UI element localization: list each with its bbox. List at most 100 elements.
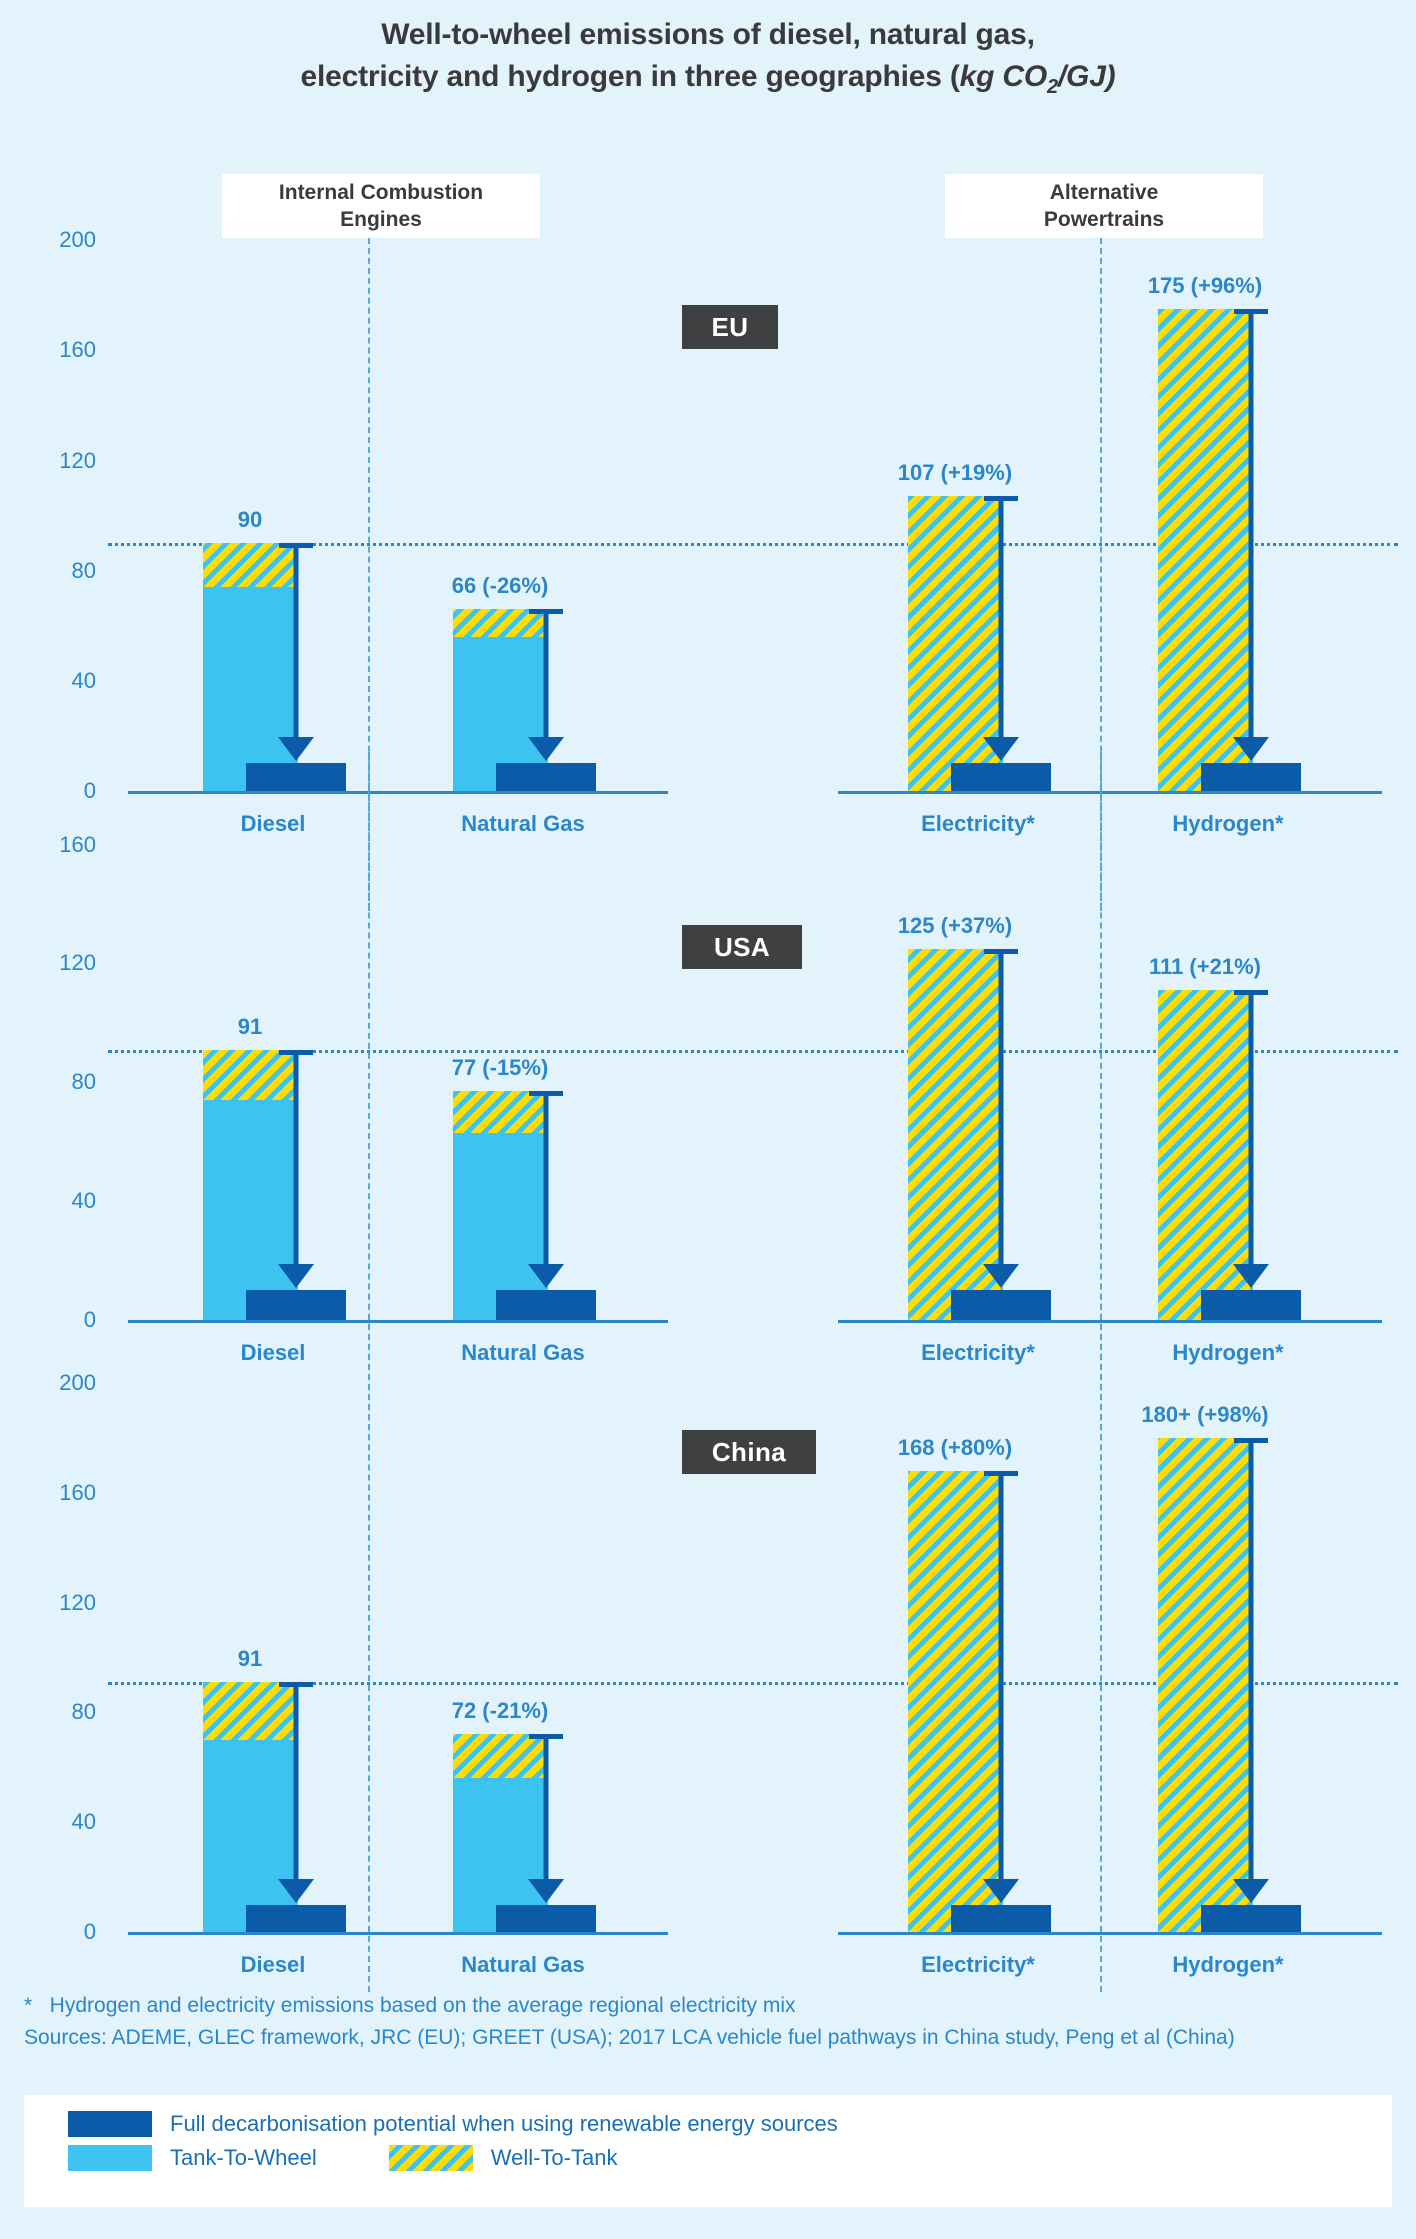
decarbonisation-bar-eu-electricity- (951, 763, 1051, 791)
region-badge-usa: USA (682, 925, 802, 969)
bar-china-electricity- (907, 1470, 1003, 1932)
value-label-eu-electricity-: 107 (+19%) (897, 460, 1013, 486)
decarbonisation-arrow-china-hydrogen- (1226, 1438, 1276, 1903)
alt-header-line-2: Powertrains (1043, 208, 1165, 231)
unit-suffix: /GJ) (1057, 60, 1116, 93)
y-axis-tick-china-40: 40 (71, 1809, 96, 1835)
legend-row-fuel-split: Tank-To-Wheel Well-To-Tank (68, 2145, 1392, 2171)
divider-line-usa-1 (1100, 752, 1102, 1440)
decarbonisation-arrow-usa-natural-gas (521, 1091, 571, 1289)
arrow-head-icon (983, 1878, 1019, 1903)
legend-label-decarbonisation: Full decarbonisation potential when usin… (170, 2111, 838, 2136)
value-label-usa-electricity-: 125 (+37%) (897, 912, 1013, 938)
value-label-eu-natural-gas: 66 (-26%) (451, 573, 549, 599)
arrow-head-icon (528, 1264, 564, 1289)
arrow-shaft-icon (998, 496, 1004, 738)
arrow-shaft-icon (998, 1470, 1004, 1879)
arrow-shaft-icon (1248, 990, 1254, 1265)
decarbonisation-arrow-china-diesel (271, 1682, 321, 1903)
arrow-shaft-icon (1248, 309, 1254, 738)
arrow-head-icon (278, 1878, 314, 1903)
divider-line-eu-1 (1100, 238, 1102, 911)
decarbonisation-bar-usa-electricity- (951, 1290, 1051, 1320)
decarbonisation-arrow-eu-electricity- (976, 496, 1026, 762)
legend-swatch-tank-to-wheel (68, 2145, 152, 2171)
y-axis-tick-usa-0: 0 (83, 1307, 96, 1332)
arrow-shaft-icon (998, 948, 1004, 1265)
decarbonisation-arrow-china-electricity- (976, 1470, 1026, 1903)
y-axis-tick-eu-80: 80 (71, 557, 96, 583)
value-label-china-hydrogen-: 180+ (+98%) (1141, 1402, 1269, 1428)
y-axis-tick-eu-40: 40 (71, 667, 96, 693)
category-label-eu-diesel: Diesel (240, 811, 306, 836)
y-axis-tick-china-120: 120 (59, 1589, 96, 1615)
unit-prefix: kg CO (959, 60, 1048, 93)
region-badge-eu: EU (682, 305, 778, 349)
decarbonisation-arrow-eu-natural-gas (521, 609, 571, 762)
arrow-head-icon (983, 737, 1019, 762)
value-label-china-diesel: 91 (237, 1646, 263, 1672)
divider-line-china-0 (368, 1294, 370, 1992)
y-axis-tick-eu-0: 0 (83, 778, 96, 803)
decarbonisation-bar-usa-natural-gas (496, 1290, 596, 1320)
bar-usa-electricity- (907, 948, 1003, 1320)
y-axis-tick-china-80: 80 (71, 1699, 96, 1725)
decarbonisation-bar-eu-natural-gas (496, 763, 596, 791)
footnote-sources: Sources: ADEME, GLEC framework, JRC (EU)… (24, 2026, 1235, 2049)
y-axis-tick-china-160: 160 (59, 1479, 96, 1505)
y-axis-tick-usa-80: 80 (71, 1069, 96, 1095)
y-axis-tick-china-200: 200 (59, 1370, 96, 1396)
decarbonisation-bar-china-diesel (246, 1904, 346, 1932)
bar-segment-well-to-tank (452, 1091, 548, 1133)
decarbonisation-bar-usa-diesel (246, 1290, 346, 1320)
divider-line-china-1 (1100, 1294, 1102, 1992)
category-label-china-natural-gas: Natural Gas (461, 1952, 585, 1977)
legend-label-tank-to-wheel: Tank-To-Wheel (170, 2145, 317, 2170)
value-label-usa-natural-gas: 77 (-15%) (451, 1055, 549, 1081)
arrow-shaft-icon (293, 1049, 299, 1265)
reference-line-eu (108, 543, 1398, 547)
value-label-eu-hydrogen-: 175 (+96%) (1147, 273, 1263, 299)
arrow-shaft-icon (543, 1734, 549, 1879)
reference-line-usa (108, 1049, 1398, 1053)
arrow-head-icon (278, 737, 314, 762)
decarbonisation-arrow-china-natural-gas (521, 1734, 571, 1903)
axis-baseline-eu-ice (128, 791, 668, 794)
axis-baseline-china-alt (838, 1932, 1382, 1935)
y-axis-tick-china-0: 0 (83, 1919, 96, 1944)
arrow-head-icon (1233, 737, 1269, 762)
axis-baseline-eu-alt (838, 791, 1382, 794)
value-label-eu-diesel: 90 (237, 507, 263, 533)
category-label-usa-natural-gas: Natural Gas (461, 1340, 585, 1365)
decarbonisation-arrow-usa-diesel (271, 1049, 321, 1289)
divider-line-usa-0 (368, 752, 370, 1440)
legend-label-well-to-tank: Well-To-Tank (490, 2145, 618, 2170)
bar-usa-natural-gas (452, 1091, 548, 1320)
decarbonisation-bar-eu-diesel (246, 763, 346, 791)
arrow-head-icon (528, 1878, 564, 1903)
category-label-china-hydrogen-: Hydrogen* (1172, 1952, 1284, 1977)
title-line-2-prefix: electricity and hydrogen in three geogra… (300, 60, 960, 93)
category-label-usa-hydrogen-: Hydrogen* (1172, 1340, 1284, 1365)
arrow-head-icon (528, 737, 564, 762)
category-label-eu-natural-gas: Natural Gas (461, 811, 585, 836)
y-axis-tick-usa-40: 40 (71, 1188, 96, 1214)
category-label-eu-hydrogen-: Hydrogen* (1172, 811, 1284, 836)
bar-segment-well-to-tank (1157, 1438, 1253, 1932)
bar-segment-well-to-tank (202, 1049, 298, 1101)
value-label-china-electricity-: 168 (+80%) (897, 1434, 1013, 1460)
divider-line-eu-0 (368, 238, 370, 911)
y-axis-tick-usa-120: 120 (59, 950, 96, 976)
bar-segment-well-to-tank (452, 1734, 548, 1779)
decarbonisation-arrow-usa-electricity- (976, 948, 1026, 1289)
arrow-head-icon (983, 1264, 1019, 1289)
decarbonisation-arrow-eu-hydrogen- (1226, 309, 1276, 762)
decarbonisation-bar-eu-hydrogen- (1201, 763, 1301, 791)
y-axis-tick-eu-120: 120 (59, 447, 96, 473)
decarbonisation-bar-usa-hydrogen- (1201, 1290, 1301, 1320)
page-title: Well-to-wheel emissions of diesel, natur… (0, 14, 1416, 108)
ice-header-line-1: Internal Combustion (278, 181, 484, 204)
legend: Full decarbonisation potential when usin… (24, 2095, 1392, 2207)
arrow-shaft-icon (1248, 1438, 1254, 1879)
category-label-usa-diesel: Diesel (240, 1340, 306, 1365)
